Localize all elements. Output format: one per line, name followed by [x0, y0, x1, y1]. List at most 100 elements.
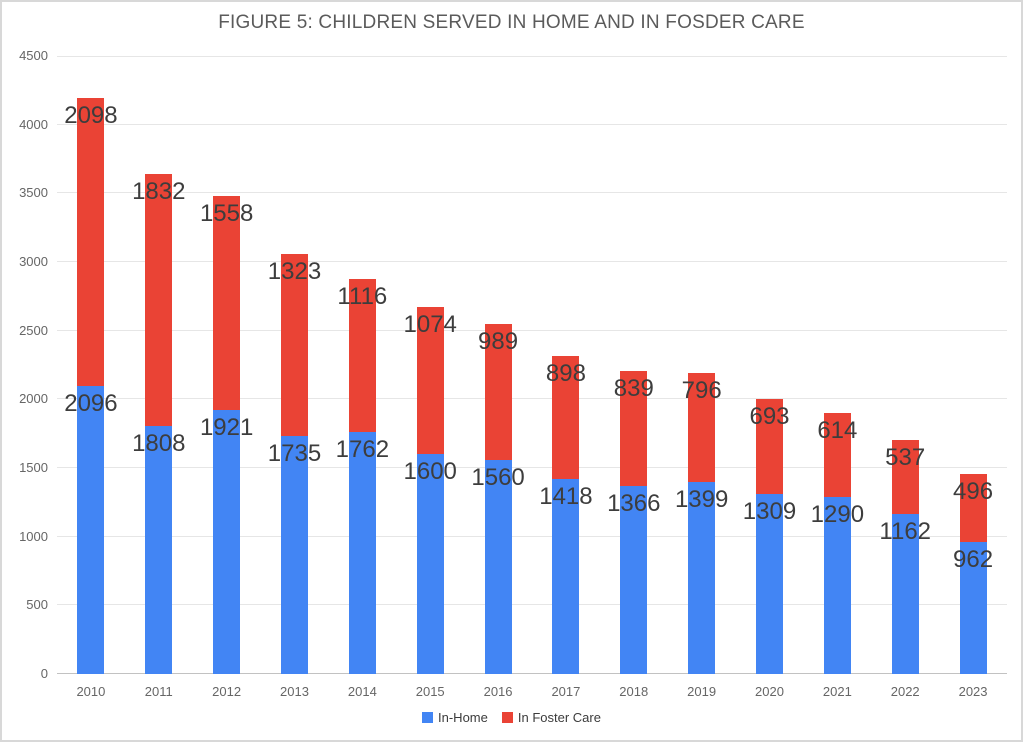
data-label-foster-care: 1323 [267, 258, 322, 285]
data-label-foster-care: 537 [885, 444, 926, 471]
bar-segment-foster-care [348, 279, 376, 432]
x-tick-label: 2019 [687, 684, 717, 699]
gridline [57, 124, 1007, 125]
gridline [57, 604, 1007, 605]
data-label-foster-care: 1074 [403, 311, 457, 338]
x-axis: 2010 2011 2012 2013 2014 2015 2016 2017 2018 2019… [57, 684, 1007, 702]
x-tick-label: 2012 [212, 684, 242, 699]
bar-segment-in-home [891, 514, 919, 674]
bar-segment-foster-care [823, 413, 851, 497]
y-tick-label: 3000 [19, 254, 48, 269]
data-label-foster-care: 1832 [132, 178, 186, 205]
data-label-foster-care: 989 [478, 328, 519, 355]
bar-segment-foster-care [77, 98, 105, 386]
data-label-foster-care: 693 [749, 403, 790, 430]
chart-title: FIGURE 5: CHILDREN SERVED IN HOME AND IN… [218, 12, 805, 33]
y-tick-label: 0 [40, 666, 48, 681]
bar-segment-foster-care [416, 307, 444, 454]
bar-segment-in-home [145, 426, 173, 674]
bar-segment-foster-care [281, 254, 308, 436]
gridline [57, 56, 1007, 57]
x-tick-label: 2022 [890, 684, 920, 699]
legend-item-in-home: In-Home [422, 710, 488, 725]
x-tick-label: 2018 [619, 684, 649, 699]
legend-label-foster-care: In Foster Care [517, 710, 601, 725]
bar-segment-in-home [416, 454, 444, 674]
y-tick-label: 2000 [19, 391, 48, 406]
bar-segment-in-home [688, 482, 716, 674]
data-label-in-home: 1762 [335, 436, 390, 463]
data-label-foster-care: 2098 [64, 102, 118, 129]
data-label-in-home: 1735 [267, 440, 322, 467]
data-label-foster-care: 496 [953, 478, 994, 505]
bar-segment-foster-care [891, 440, 919, 514]
x-tick-label: 2020 [755, 684, 784, 699]
gridline [57, 536, 1007, 537]
bar-segment-foster-care [213, 196, 241, 410]
legend-label-in-home: In-Home [438, 710, 488, 725]
y-tick-label: 1000 [19, 529, 48, 544]
bar-segment-in-home [281, 436, 308, 674]
y-axis: 0 500 1000 1500 2000 2500 3000 3500 4000 4500 [2, 48, 48, 681]
bar-segment-foster-care [145, 174, 173, 426]
y-tick-label: 1500 [19, 460, 48, 475]
x-tick-label: 2011 [144, 684, 173, 699]
data-label-foster-care: 796 [681, 377, 722, 404]
x-tick-label: 2013 [280, 684, 309, 699]
data-label-in-home: 1309 [742, 498, 797, 525]
plot-area: 2098 2096 1832 1808 1558 1921 1323 1735 1116 1762… [57, 56, 1007, 674]
bar-segment-in-home [77, 386, 105, 674]
x-tick-label: 2016 [483, 684, 513, 699]
bar-segment-foster-care [959, 474, 987, 542]
legend-item-foster-care: In Foster Care [501, 710, 601, 725]
data-label-in-home: 2096 [64, 390, 118, 417]
legend: In-Home In Foster Care [2, 710, 1021, 725]
bar-segment-in-home [348, 432, 376, 674]
bar-segment-in-home [213, 410, 241, 674]
bar-segment-in-home [620, 486, 648, 674]
data-label-foster-care: 614 [817, 417, 858, 444]
x-tick-label: 2010 [76, 684, 106, 699]
bar-segment-in-home [959, 542, 987, 674]
y-tick-label: 4000 [19, 117, 48, 132]
bar-segment-in-home [823, 497, 851, 674]
foster-care-swatch-icon [501, 712, 513, 723]
data-label-foster-care: 898 [545, 360, 586, 387]
x-axis-line [57, 673, 1007, 674]
y-tick-label: 500 [26, 597, 48, 612]
gridline [57, 467, 1007, 468]
data-label-foster-care: 839 [613, 375, 654, 402]
x-tick-label: 2023 [958, 684, 988, 699]
bar-segment-foster-care [688, 373, 716, 482]
data-label-in-home: 1290 [810, 501, 865, 528]
gridline [57, 330, 1007, 331]
bar-segment-foster-care [620, 371, 648, 486]
gridline [57, 261, 1007, 262]
bar-segment-foster-care [484, 324, 512, 460]
bar-segment-in-home [484, 460, 512, 674]
data-label-in-home: 1399 [674, 486, 729, 513]
x-tick-label: 2015 [415, 684, 445, 699]
gridline [57, 192, 1007, 193]
bar-segment-foster-care [756, 399, 783, 494]
data-label-in-home: 1560 [471, 464, 525, 491]
in-home-swatch-icon [422, 712, 434, 723]
data-label-foster-care: 1558 [199, 200, 254, 227]
data-label-in-home: 1600 [403, 458, 457, 485]
data-label-in-home: 1418 [539, 483, 593, 510]
bar-segment-in-home [756, 494, 783, 674]
x-tick-label: 2021 [822, 684, 852, 699]
bar-segment-in-home [552, 479, 580, 674]
y-tick-label: 4500 [19, 48, 48, 63]
data-label-in-home: 962 [953, 546, 994, 573]
x-tick-label: 2017 [551, 684, 581, 699]
data-label-foster-care: 1116 [337, 283, 388, 310]
data-label-in-home: 1808 [132, 430, 186, 457]
gridline [57, 398, 1007, 399]
data-label-in-home: 1921 [199, 414, 254, 441]
bar-segment-foster-care [552, 356, 580, 479]
data-label-in-home: 1366 [607, 490, 661, 517]
data-label-in-home: 1162 [879, 518, 932, 545]
y-tick-label: 3500 [19, 185, 48, 200]
